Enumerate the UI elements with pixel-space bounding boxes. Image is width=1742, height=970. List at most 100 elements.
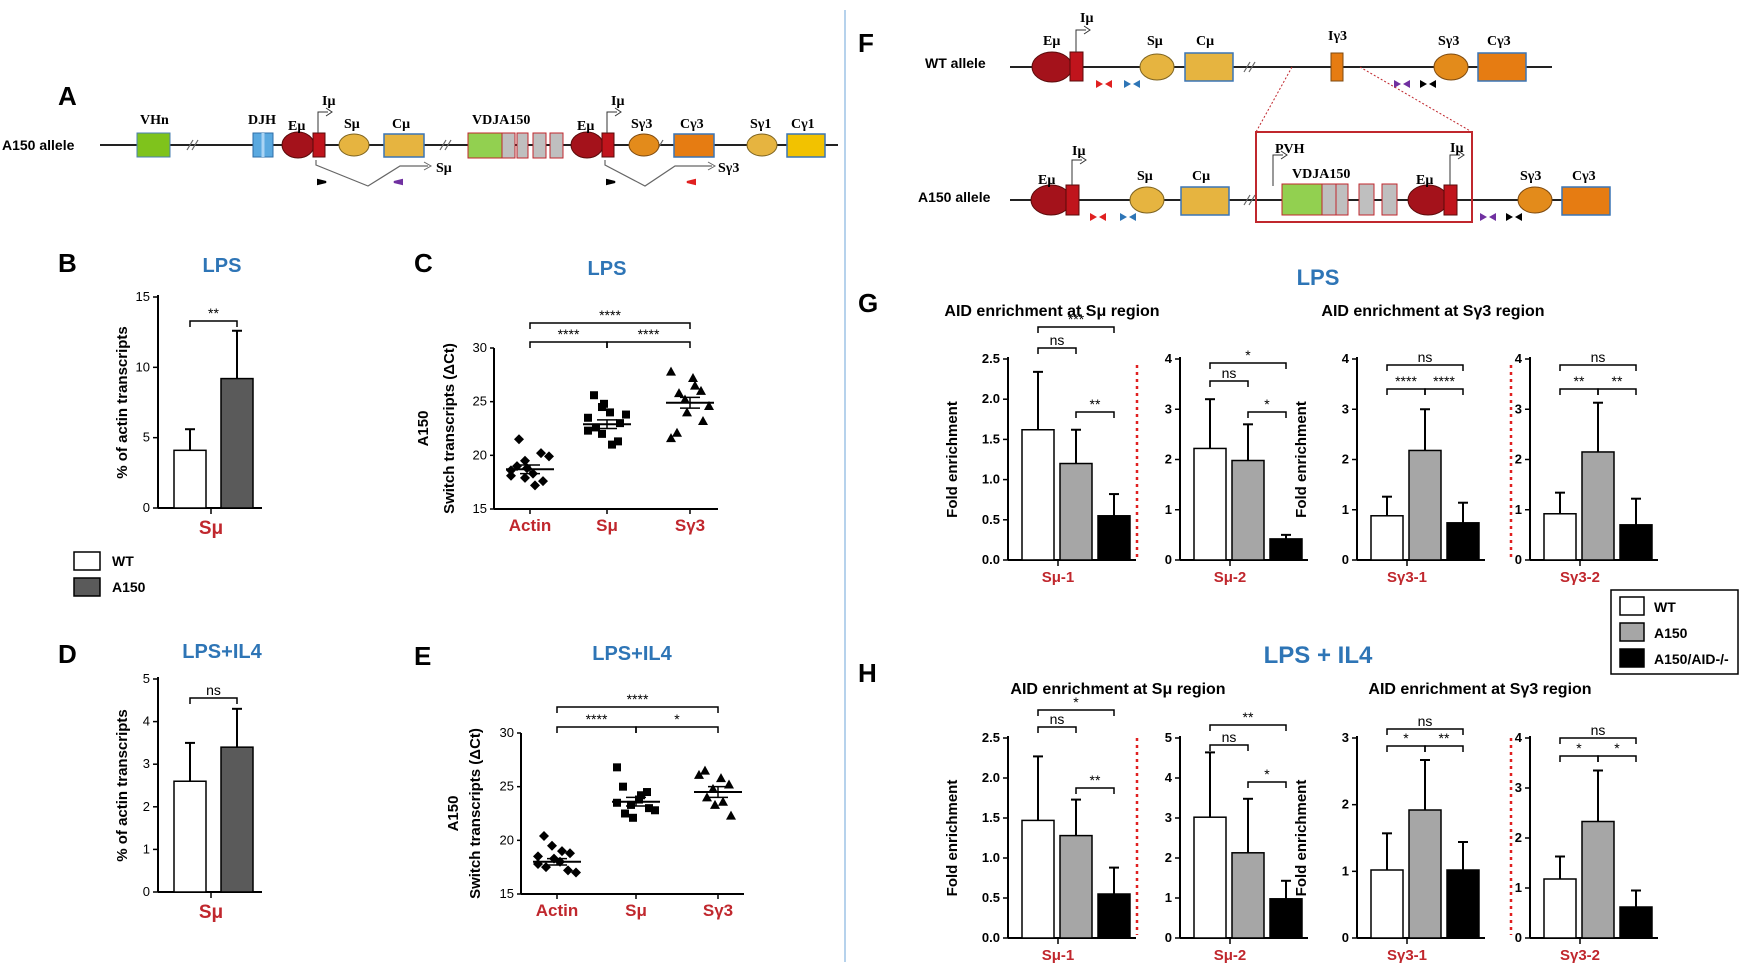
wt-cmu-label: Cμ (1196, 34, 1214, 49)
panel-label-A: A (58, 81, 77, 111)
y-tick-label: 25 (500, 779, 514, 794)
data-point-actin (565, 848, 575, 859)
data-point-s3 (674, 388, 684, 398)
data-point-actin (563, 865, 573, 876)
data-point-s (613, 763, 621, 772)
legend-swatch-a150 (73, 577, 101, 597)
significance-1-label: ns (1591, 722, 1606, 738)
y-tick-label: 2 (1165, 850, 1172, 865)
cmu-label: Cμ (392, 117, 410, 132)
data-point-s3 (682, 407, 692, 417)
data-point-s (651, 806, 659, 815)
x-category-label: Sγ3-1 (1387, 569, 1427, 586)
bar-wt (1021, 819, 1055, 939)
h-subtitle-smu: AID enrichment at Sμ region (1010, 681, 1225, 698)
data-point-s (606, 408, 614, 417)
bar-wt (1543, 878, 1577, 939)
y-tick-label: 2 (1515, 830, 1522, 845)
imu-label: Iμ (322, 94, 335, 109)
a150-cmu-exon (1180, 186, 1230, 216)
significance-0-label: * (1403, 730, 1409, 746)
significance-0-line (556, 726, 637, 733)
legend-GH: WT A150 A150/AID-/- (1610, 589, 1739, 675)
y-axis-label-line1: A150 (445, 796, 462, 832)
djh-label: DJH (248, 113, 276, 128)
transcript-label-smu: Sμ (436, 161, 452, 176)
data-point-s3 (672, 427, 682, 437)
y-tick-label: 0.5 (982, 512, 1000, 527)
g-subtitle-sg3: AID enrichment at Sγ3 region (1321, 303, 1544, 320)
wt-smu-region (1139, 53, 1175, 81)
a150-emu-enhancer-2 (1407, 184, 1449, 216)
imu-label-2: Iμ (611, 94, 624, 109)
y-tick-label: 4 (1165, 770, 1173, 785)
allele-label-a150: A150 allele (2, 137, 75, 153)
y-tick-label: 0 (1165, 930, 1172, 945)
data-point-s3 (726, 810, 736, 820)
significance-0-label: * (1576, 740, 1582, 756)
x-category-label: Sμ-2 (1214, 947, 1247, 964)
data-point-actin (538, 476, 548, 487)
y-axis-label-line2: Switch transcripts (ΔCt) (467, 728, 484, 899)
data-point-actin (536, 448, 546, 459)
y-tick-label: 4 (1515, 730, 1523, 745)
cg3-label: Cγ3 (680, 117, 704, 132)
data-point-s3 (704, 400, 714, 410)
significance-0-line (1037, 726, 1077, 733)
chart-H-sg3-2: 0 1 2 3 4 Sγ3-2 * ns * (1515, 722, 1658, 964)
y-tick-label: 1.0 (982, 472, 1000, 487)
y-tick-label: 0.0 (982, 552, 1000, 567)
data-point-s3 (694, 769, 704, 779)
bar-wt (1370, 869, 1404, 939)
y-tick-label: 0.5 (982, 890, 1000, 905)
data-point-s (627, 800, 635, 809)
title-G: LPS (1297, 265, 1340, 290)
data-point-s3 (708, 783, 718, 793)
significance-1-line (1386, 364, 1464, 371)
data-point-actin (530, 480, 540, 491)
significance-1-label: * (1245, 347, 1251, 363)
significance-0-label: **** (586, 711, 608, 727)
wt-ig3-label: Iγ3 (1328, 29, 1347, 44)
wt-primer-pairs (1096, 80, 1436, 88)
a150-imu-exon (1065, 184, 1080, 216)
data-point-s3 (698, 415, 708, 425)
data-point-s3 (688, 373, 698, 383)
legend-GH-label-a150-aid: A150/AID-/- (1654, 651, 1729, 667)
bar-a150-aid- (1619, 524, 1653, 561)
significance-2-label: **** (627, 691, 649, 707)
x-category-label: Sμ (199, 902, 223, 923)
a150-emu-label: Eμ (1038, 173, 1055, 188)
bar-wt (173, 780, 207, 893)
data-point-s3 (700, 765, 710, 775)
data-point-actin (539, 831, 549, 842)
significance-0-label: **** (1395, 373, 1417, 389)
significance-0-label: ** (208, 305, 219, 321)
vh-label: VHn (140, 113, 169, 128)
y-tick-label: 2.0 (982, 770, 1000, 785)
significance-2-line (1075, 787, 1115, 794)
diagram-a150-locus: A150 allele VHn DJH Eμ Iμ Sμ Cμ VDJA150 … (2, 94, 838, 187)
significance-0-label: ns (1222, 365, 1237, 381)
allele-label-wt: WT allele (925, 55, 986, 71)
a150-cg3-label: Cγ3 (1572, 169, 1596, 184)
data-point-s3 (718, 796, 728, 806)
y-tick-label: 0 (143, 500, 150, 515)
data-point-actin (547, 840, 557, 851)
chart-C: 15 20 25 30 A150 Switch transcripts (ΔCt) Acti… (415, 307, 718, 535)
cg1-label: Cγ1 (791, 117, 815, 132)
bar-wt (1370, 515, 1404, 561)
legend-swatch-wt (73, 551, 101, 571)
legend-GH-swatch-a150 (1619, 622, 1645, 642)
x-category-label: Sμ (199, 518, 223, 539)
significance-1-label: ns (1418, 713, 1433, 729)
diagram-wt-vs-a150: WT allele Eμ Iμ Sμ Cμ Iγ3 Sγ3 Cγ3 A150 a… (918, 11, 1611, 223)
y-tick-label: 4 (1515, 351, 1523, 366)
significance-0-line (1386, 745, 1426, 752)
chart-G-sg3-2: 0 1 2 3 4 Sγ3-2 ** ns ** (1515, 349, 1658, 586)
data-point-actin (571, 867, 581, 878)
y-tick-label: 1 (1515, 880, 1522, 895)
bar-a150 (1408, 449, 1442, 561)
significance-1-line (1037, 709, 1115, 716)
